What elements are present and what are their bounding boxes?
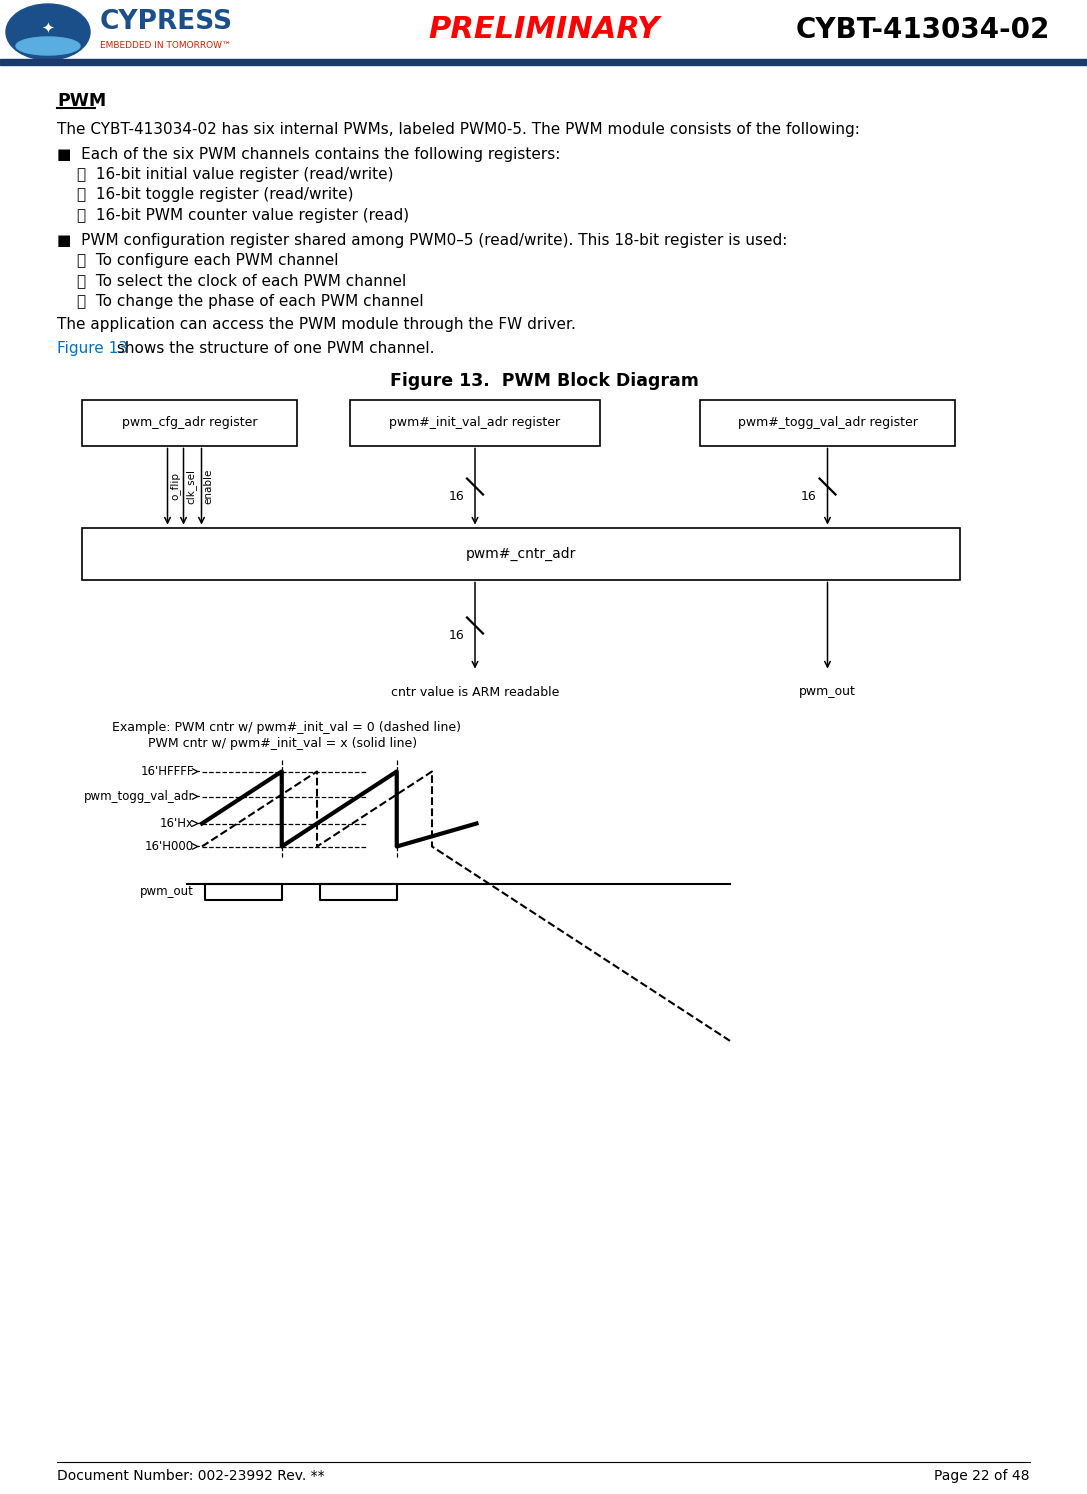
Text: pwm_togg_val_adr: pwm_togg_val_adr (84, 790, 193, 802)
Text: Document Number: 002-23992 Rev. **: Document Number: 002-23992 Rev. ** (57, 1469, 325, 1484)
Text: clk_sel: clk_sel (186, 469, 197, 503)
Text: ⎗  To select the clock of each PWM channel: ⎗ To select the clock of each PWM channe… (77, 273, 407, 288)
Text: Figure 13: Figure 13 (57, 341, 128, 356)
Text: ⎗  To change the phase of each PWM channel: ⎗ To change the phase of each PWM channe… (77, 294, 424, 309)
Bar (350, 399, 600, 445)
Text: cntr value is ARM readable: cntr value is ARM readable (391, 686, 559, 699)
Text: enable: enable (203, 469, 213, 503)
Text: pwm#_togg_val_adr register: pwm#_togg_val_adr register (738, 415, 917, 429)
Ellipse shape (16, 37, 80, 55)
Text: shows the structure of one PWM channel.: shows the structure of one PWM channel. (112, 341, 435, 356)
Text: ■  Each of the six PWM channels contains the following registers:: ■ Each of the six PWM channels contains … (57, 146, 561, 161)
Text: EMBEDDED IN TOMORROW™: EMBEDDED IN TOMORROW™ (100, 42, 232, 51)
Text: CYBT-413034-02: CYBT-413034-02 (796, 16, 1050, 43)
Text: pwm_cfg_adr register: pwm_cfg_adr register (122, 415, 258, 429)
Text: CYPRESS: CYPRESS (100, 9, 233, 34)
Bar (700, 399, 955, 445)
Text: ⎗  16-bit toggle register (read/write): ⎗ 16-bit toggle register (read/write) (77, 188, 353, 203)
Text: PRELIMINARY: PRELIMINARY (428, 15, 660, 45)
Text: The application can access the PWM module through the FW driver.: The application can access the PWM modul… (57, 317, 576, 332)
Ellipse shape (7, 4, 90, 60)
Text: The CYBT-413034-02 has six internal PWMs, labeled PWM0-5. The PWM module consist: The CYBT-413034-02 has six internal PWMs… (57, 123, 860, 137)
Text: PWM cntr w/ pwm#_init_val = x (solid line): PWM cntr w/ pwm#_init_val = x (solid lin… (112, 738, 417, 750)
Text: 16'HFFFF: 16'HFFFF (140, 765, 193, 778)
Text: ⎗  16-bit initial value register (read/write): ⎗ 16-bit initial value register (read/wr… (77, 167, 393, 182)
Text: Page 22 of 48: Page 22 of 48 (935, 1469, 1030, 1484)
Text: pwm#_init_val_adr register: pwm#_init_val_adr register (389, 415, 561, 429)
Text: pwm_out: pwm_out (799, 686, 855, 699)
Text: ✦: ✦ (41, 21, 54, 36)
Text: 16: 16 (448, 629, 464, 642)
Text: Example: PWM cntr w/ pwm#_init_val = 0 (dashed line): Example: PWM cntr w/ pwm#_init_val = 0 (… (112, 722, 461, 735)
Text: o_flip: o_flip (170, 472, 180, 500)
Text: pwm_out: pwm_out (140, 884, 193, 898)
Text: 16'Hx: 16'Hx (160, 817, 193, 831)
Text: ⎗  To configure each PWM channel: ⎗ To configure each PWM channel (77, 252, 338, 267)
Text: 16'H000: 16'H000 (145, 840, 193, 853)
Bar (0, 58, 1087, 66)
Text: 16: 16 (448, 490, 464, 503)
Text: ■  PWM configuration register shared among PWM0–5 (read/write). This 18-bit regi: ■ PWM configuration register shared amon… (57, 233, 787, 248)
Text: pwm#_cntr_adr: pwm#_cntr_adr (466, 547, 576, 560)
Bar (82, 527, 960, 580)
Text: PWM: PWM (57, 93, 107, 111)
Text: ⎗  16-bit PWM counter value register (read): ⎗ 16-bit PWM counter value register (rea… (77, 208, 409, 223)
Text: Figure 13.  PWM Block Diagram: Figure 13. PWM Block Diagram (389, 372, 699, 390)
Bar (82, 399, 297, 445)
Text: 16: 16 (801, 490, 816, 503)
